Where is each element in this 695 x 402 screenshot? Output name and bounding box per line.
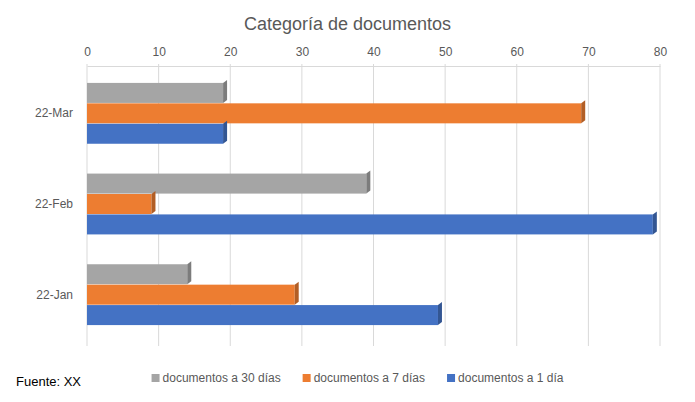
series	[87, 100, 585, 304]
bar-side	[366, 171, 370, 194]
legend-label: documentos a 7 días	[314, 371, 425, 385]
bar	[87, 103, 581, 123]
bars	[87, 80, 657, 325]
background	[0, 0, 695, 402]
legend-swatch	[152, 374, 160, 382]
grid	[87, 64, 660, 346]
bar-side	[151, 191, 155, 214]
tick-label: 22-Mar	[35, 106, 73, 120]
tick-label: 50	[439, 45, 453, 59]
tick: 22-Jan	[36, 288, 87, 302]
tick: 40	[367, 45, 381, 66]
bar-side	[653, 211, 657, 234]
tick-label: 80	[654, 45, 668, 59]
legend-swatch	[303, 374, 311, 382]
grid-line	[588, 64, 589, 346]
bar-side	[581, 100, 585, 123]
tick: 80	[654, 45, 668, 66]
bar-side	[295, 282, 299, 305]
tick-label: 40	[367, 45, 381, 59]
plot: 0 10 20 30 40 50 60 70 80 22-Mar 22-Feb 22-Jan	[35, 45, 668, 346]
legend-label: documentos a 1 día	[458, 371, 564, 385]
tick-label: 30	[296, 45, 310, 59]
tick: 0	[84, 45, 91, 66]
title: Categoría de documentos	[244, 14, 451, 34]
tick-label: 10	[152, 45, 166, 59]
bar	[87, 285, 295, 305]
bar	[87, 194, 151, 214]
tick: 60	[511, 45, 525, 66]
tick-label: 60	[511, 45, 525, 59]
tick: 20	[224, 45, 238, 66]
legend: documentos a 30 días documentos a 7 días d…	[152, 371, 564, 385]
tick-label: 22-Jan	[36, 288, 73, 302]
bar	[87, 214, 653, 234]
tick: 22-Mar	[35, 106, 87, 120]
bar	[87, 264, 187, 284]
tick-label: 22-Feb	[35, 197, 73, 211]
legend-label: documentos a 30 días	[163, 371, 281, 385]
y-axis: 22-Mar 22-Feb 22-Jan	[35, 106, 87, 301]
tick: 22-Feb	[35, 197, 87, 211]
bar-side	[223, 121, 227, 144]
legend-item: documentos a 30 días	[152, 371, 281, 385]
bar-side	[438, 302, 442, 325]
bar	[87, 305, 438, 325]
tick: 70	[582, 45, 596, 66]
x-axis: 0 10 20 30 40 50 60 70 80	[84, 45, 667, 67]
bar	[87, 83, 223, 103]
legend-item: documentos a 7 días	[303, 371, 425, 385]
legend-item: documentos a 1 día	[447, 371, 564, 385]
grid-line	[660, 64, 661, 346]
axis-line	[88, 66, 661, 67]
tick: 50	[439, 45, 453, 66]
tick-label: 0	[84, 45, 91, 59]
tick: 30	[296, 45, 310, 66]
series	[87, 121, 657, 325]
bar	[87, 174, 366, 194]
tick-label: 20	[224, 45, 238, 59]
bar	[87, 124, 223, 144]
tick-label: 70	[582, 45, 596, 59]
annotation: Fuente: XX	[16, 374, 81, 389]
tick: 10	[152, 45, 166, 66]
legend-swatch	[447, 374, 455, 382]
chart: 0 10 20 30 40 50 60 70 80 22-Mar 22-Feb 22-Jan Categ…	[0, 0, 695, 402]
bar-side	[223, 80, 227, 103]
bar-side	[187, 261, 191, 284]
